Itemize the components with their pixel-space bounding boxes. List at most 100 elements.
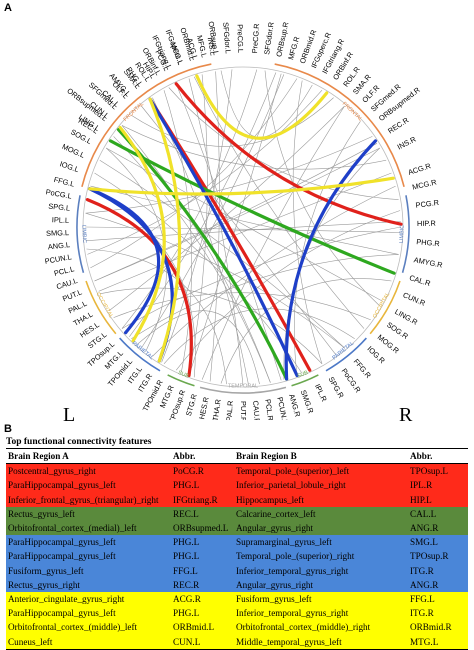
region-label: PreCG.R <box>250 23 261 54</box>
region-label: PAL.R <box>224 400 234 420</box>
abbr-a-cell: PHG.L <box>173 537 200 548</box>
region-b-cell: Inferior_temporal_gyrus_right <box>236 608 349 619</box>
region-b-cell: Supramarginal_gyrus_left <box>236 537 332 548</box>
region-a-cell: ParaHippocampal_gyrus_left <box>8 537 116 548</box>
region-a-cell: ParaHippocampal_gyrus_left <box>8 480 116 491</box>
region-label: CAU.R <box>251 400 262 420</box>
region-label: REC.R <box>386 115 410 135</box>
header-region-b: Brain Region B <box>234 447 408 465</box>
sector-arc <box>401 195 410 273</box>
sector-arc <box>85 280 117 335</box>
region-a-cell: Cuneus_left <box>6 634 171 650</box>
background-link <box>188 78 244 386</box>
table-row: Postcentral_gyrus_right PoCG.R Temporal_po… <box>6 463 468 479</box>
region-a-cell: Inferior_frontal_gyrus_(triangular)_righ… <box>8 494 159 505</box>
background-link <box>121 125 387 170</box>
abbr-b-cell: TPOsup.L <box>410 466 449 477</box>
background-link <box>188 73 282 376</box>
region-label: INS.R <box>396 135 418 152</box>
abbr-b-cell: SMG.L <box>410 537 438 548</box>
region-label: THA.R <box>211 399 223 420</box>
sector-label: LIMBIC <box>80 225 87 244</box>
abbr-b-cell: ITG.R <box>410 608 434 619</box>
region-b-cell: Angular_gyrus_right <box>236 579 314 590</box>
background-link <box>220 278 392 384</box>
region-b-cell: Fusiform_gyrus_left <box>236 593 312 604</box>
region-label: INS.L <box>206 37 218 57</box>
abbr-b-cell: ANG.R <box>410 579 439 590</box>
region-label: PUT.R <box>239 401 248 420</box>
header-region-a: Brain Region A <box>6 447 171 465</box>
region-b-cell: Calcarine_cortex_left <box>236 508 316 519</box>
region-label: PHG.R <box>416 237 440 248</box>
abbr-b-cell: ANG.R <box>410 523 439 534</box>
background-link <box>85 212 345 349</box>
region-b-cell: Temporal_pole_(superior)_right <box>236 551 355 562</box>
region-label: SPG.R <box>327 375 346 399</box>
table-row: Anterior_cingulate_gyrus_right ACG.R Fusif… <box>6 591 468 607</box>
table-body: Postcentral_gyrus_right PoCG.R Temporal_po… <box>6 463 468 650</box>
table-row: ParaHippocampal_gyrus_left PHG.L Inferior_… <box>6 478 468 493</box>
background-link <box>121 125 271 383</box>
sector-label: SUB <box>296 370 309 380</box>
sector-label: PARIETAL <box>131 340 155 361</box>
abbr-b-cell: ITG.R <box>410 565 434 576</box>
table-row: Rectus_gyrus_left REC.L Calcarine_cortex_l… <box>6 506 468 521</box>
table-row: ParaHippocampal_gyrus_left PHG.L Inferior_… <box>6 606 468 621</box>
abbr-b-cell: IPL.R <box>410 480 433 491</box>
connectivity-table: Brain Region A Abbr. Brain Region B Abbr… <box>6 447 468 650</box>
region-b-cell: Hippocampus_left <box>236 494 304 505</box>
region-label: IOG.L <box>59 159 81 174</box>
right-hemisphere-label: R <box>399 404 413 426</box>
background-link <box>108 105 345 311</box>
region-label: MCG.R <box>411 177 437 191</box>
table-row: ParaHippocampal_gyrus_left PHG.L Supramarg… <box>6 535 468 550</box>
region-label: PCG.R <box>415 198 439 210</box>
background-link <box>137 310 260 385</box>
region-label: PCL.L <box>53 264 75 278</box>
abbr-b-cell: HIP.L <box>410 494 432 505</box>
region-label: AMYG.R <box>413 255 443 269</box>
abbr-a-cell: ACG.R <box>173 593 201 604</box>
background-link <box>84 226 401 233</box>
sector-arc <box>119 337 161 372</box>
region-a-cell: Rectus_gyrus_left <box>8 508 75 519</box>
region-a-cell: Orbitofrontal_cortex_(middle)_left <box>8 622 138 633</box>
abbr-a-cell: CUN.L <box>171 634 234 650</box>
background-link <box>141 74 285 349</box>
panel-a-label: A <box>4 2 12 14</box>
feature-link <box>174 82 403 226</box>
sector-arc <box>274 63 405 188</box>
abbr-b-cell: MTG.L <box>408 634 468 650</box>
background-link <box>99 287 323 365</box>
region-label: MOG.L <box>61 142 86 160</box>
sector-arc <box>81 63 212 188</box>
table-row: Cuneus_left CUN.L Middle_temporal_gyrus_le… <box>6 634 468 650</box>
background-link <box>99 159 345 349</box>
background-link <box>106 147 383 302</box>
region-label: SPG.L <box>48 202 71 213</box>
abbr-b-cell: FFG.L <box>410 593 435 604</box>
region-label: FFG.L <box>53 175 76 189</box>
sector-arc <box>291 374 319 387</box>
feature-link <box>118 126 166 343</box>
feature-link <box>148 97 299 378</box>
sector-label: FRONTAL <box>341 101 363 123</box>
background-link <box>94 147 380 282</box>
header-abbr-a: Abbr. <box>171 447 234 465</box>
background-link <box>188 74 208 376</box>
region-a-cell: Anterior_cingulate_gyrus_right <box>8 593 125 604</box>
background-link <box>121 69 258 329</box>
region-label: CAL.R <box>408 273 431 288</box>
table-row: ParaHippocampal_gyrus_left PHG.L Temporal_… <box>6 549 468 564</box>
region-label: IPL.R <box>313 383 329 404</box>
region-a-cell: Rectus_gyrus_right <box>8 579 80 590</box>
background-link <box>121 226 402 329</box>
abbr-a-cell: PHG.L <box>173 551 200 562</box>
region-label: ANG.L <box>47 240 70 251</box>
sector-arc <box>76 195 85 273</box>
background-link <box>292 80 323 364</box>
background-link <box>264 70 381 307</box>
region-label: PoCG.L <box>45 187 72 200</box>
sector-arc <box>167 374 195 387</box>
